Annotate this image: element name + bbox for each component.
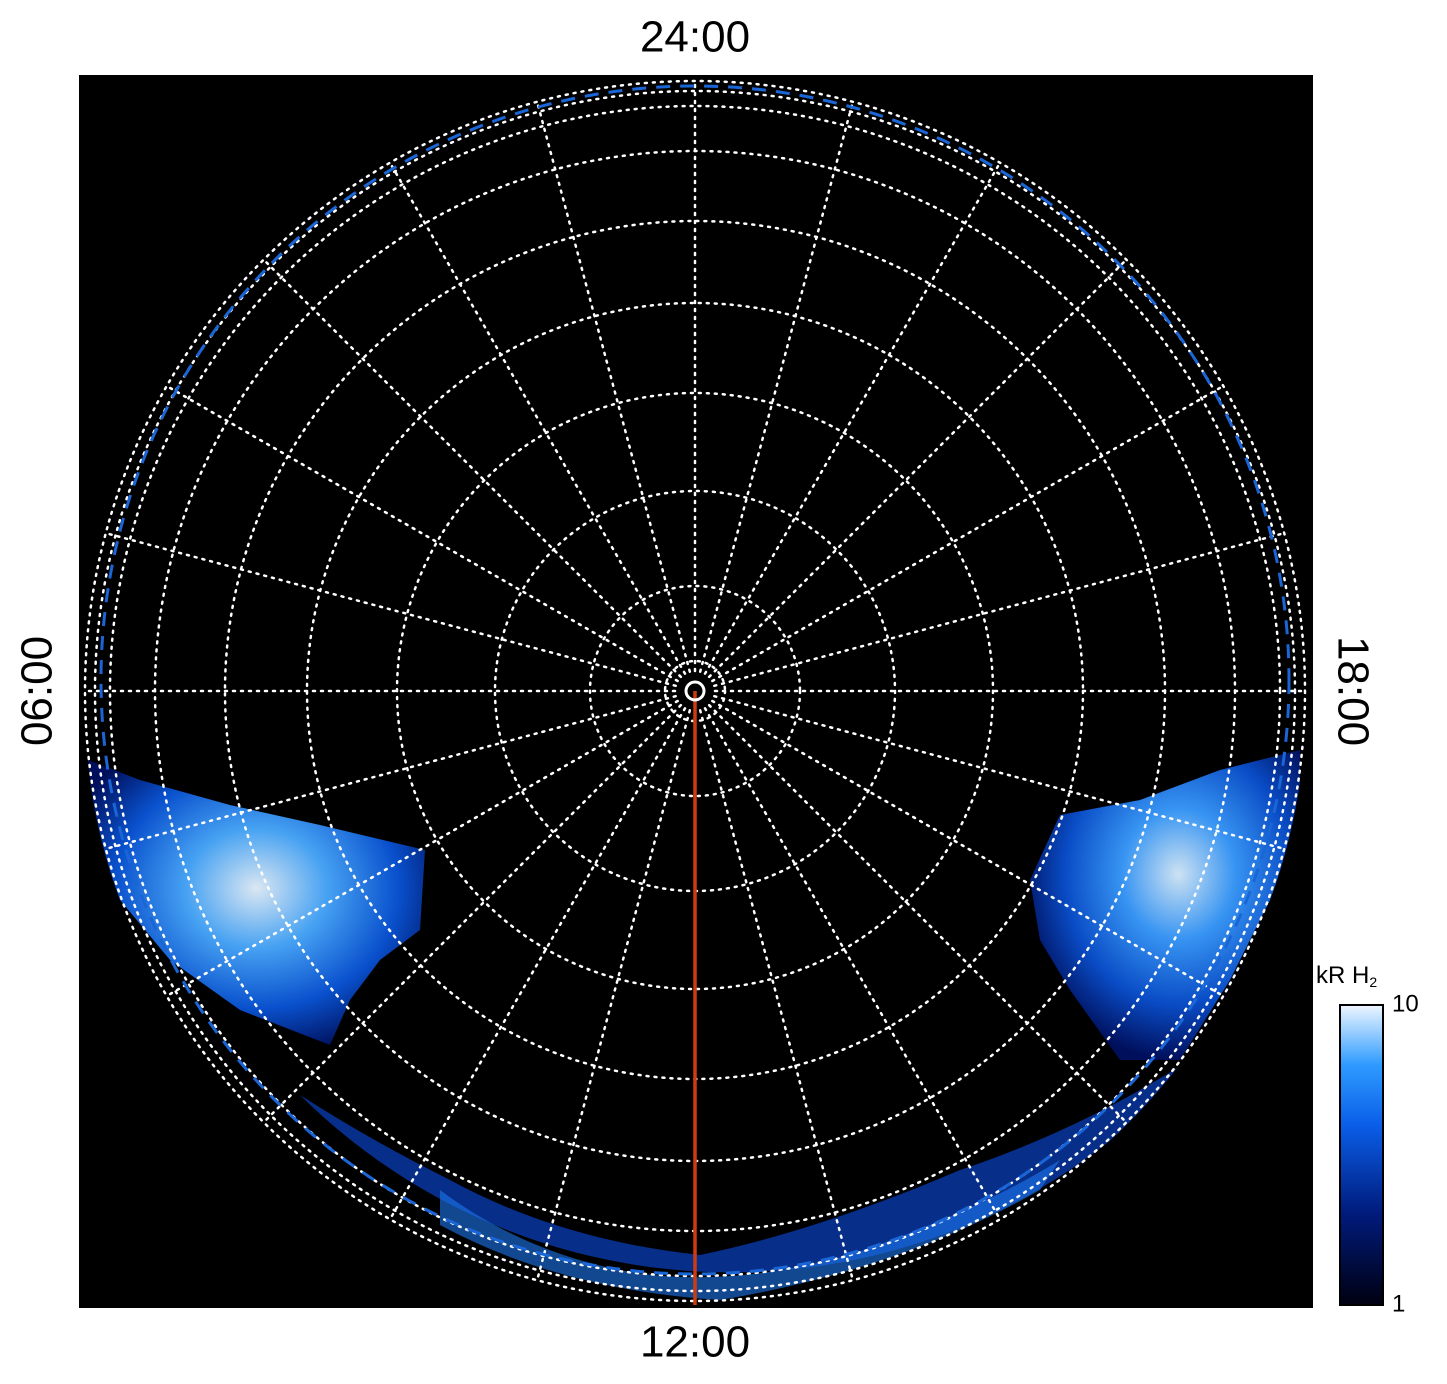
colorbar-title-main: kR H: [1316, 962, 1369, 989]
aurora-patch-dusk: [1030, 750, 1300, 1060]
meridian-line: [711, 383, 1227, 683]
meridian-line: [163, 383, 679, 683]
meridian-line: [163, 699, 679, 999]
colorbar: [1339, 1004, 1384, 1306]
meridian-line: [703, 159, 1003, 675]
time-label-left: 06:00: [13, 636, 62, 746]
meridian-line: [698, 709, 855, 1284]
meridian-line: [387, 707, 687, 1223]
pole-marker: [684, 680, 706, 702]
latitude-circle: [588, 584, 802, 798]
colorbar-tick-label: 1: [1392, 1290, 1405, 1317]
colorbar-ticks: 1 10: [1376, 990, 1419, 1317]
meridian-line: [711, 699, 1227, 999]
meridian-line: [535, 98, 692, 673]
meridian-line: [261, 257, 683, 679]
meridian-line: [703, 707, 1003, 1223]
reference-oval: [99, 84, 1291, 1276]
meridian-line: [535, 709, 692, 1284]
latitude-circle: [93, 89, 1297, 1293]
meridian-line: [102, 694, 677, 851]
meridian-line: [261, 703, 683, 1125]
meridian-line: [713, 694, 1288, 851]
latitude-circle: [395, 391, 995, 991]
latitude-circle: [83, 79, 1307, 1303]
colorbar-title-subscript: 2: [1369, 974, 1377, 990]
colorbar-title: kR H2: [1316, 962, 1377, 989]
meridian-line: [713, 531, 1288, 688]
time-label-right: 18:00: [1328, 636, 1377, 746]
colorbar-tick-label: 10: [1392, 990, 1419, 1017]
meridian-line: [707, 703, 1129, 1125]
meridian-line: [698, 98, 855, 673]
meridian-line: [387, 159, 687, 675]
meridian-line: [707, 257, 1129, 679]
meridian-line: [102, 531, 677, 688]
time-label-bottom: 12:00: [640, 1318, 750, 1367]
time-label-top: 24:00: [640, 13, 750, 62]
